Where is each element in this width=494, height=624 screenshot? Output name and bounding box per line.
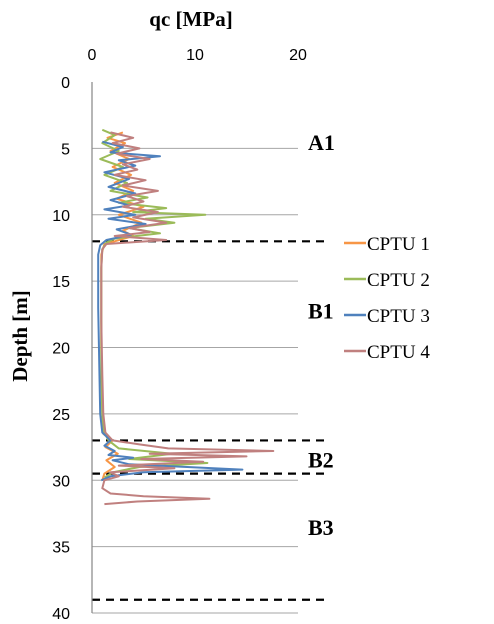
x-tick-label-20: 20 (289, 47, 307, 64)
legend-label-cptu-4: CPTU 4 (367, 342, 430, 363)
y-tick-label-10: 10 (52, 208, 70, 225)
series-line-cptu-4 (100, 131, 275, 506)
tick-labels: 0 5 10 15 20 25 30 35 40 0 10 20 (52, 47, 307, 623)
series-line-cptu-3 (97, 140, 244, 482)
x-axis-title: qc [MPa] (149, 7, 232, 31)
legend-label-cptu-3: CPTU 3 (367, 306, 430, 327)
y-tick-label-35: 35 (52, 540, 70, 557)
legend: CPTU 1 CPTU 2 CPTU 3 CPTU 4 (344, 234, 430, 363)
y-tick-label-20: 20 (52, 341, 70, 358)
layer-label-b1: B1 (308, 299, 334, 324)
layer-labels: A1 B1 B2 B3 (308, 130, 335, 540)
y-tick-label-15: 15 (52, 274, 70, 291)
y-tick-label-30: 30 (52, 473, 70, 490)
data-series (97, 128, 275, 506)
layer-label-b3: B3 (308, 515, 334, 540)
layer-label-b2: B2 (308, 447, 334, 472)
legend-label-cptu-2: CPTU 2 (367, 270, 430, 291)
y-tick-label-5: 5 (61, 141, 70, 158)
y-tick-label-0: 0 (61, 75, 70, 92)
layer-label-a1: A1 (308, 130, 335, 155)
y-tick-label-25: 25 (52, 407, 70, 424)
y-axis-title: Depth [m] (8, 290, 32, 382)
layer-boundaries (92, 240, 330, 601)
x-tick-label-0: 0 (88, 47, 97, 64)
gridlines (92, 147, 298, 614)
y-tick-label-40: 40 (52, 606, 70, 623)
legend-label-cptu-1: CPTU 1 (367, 234, 430, 255)
x-tick-label-10: 10 (186, 47, 204, 64)
